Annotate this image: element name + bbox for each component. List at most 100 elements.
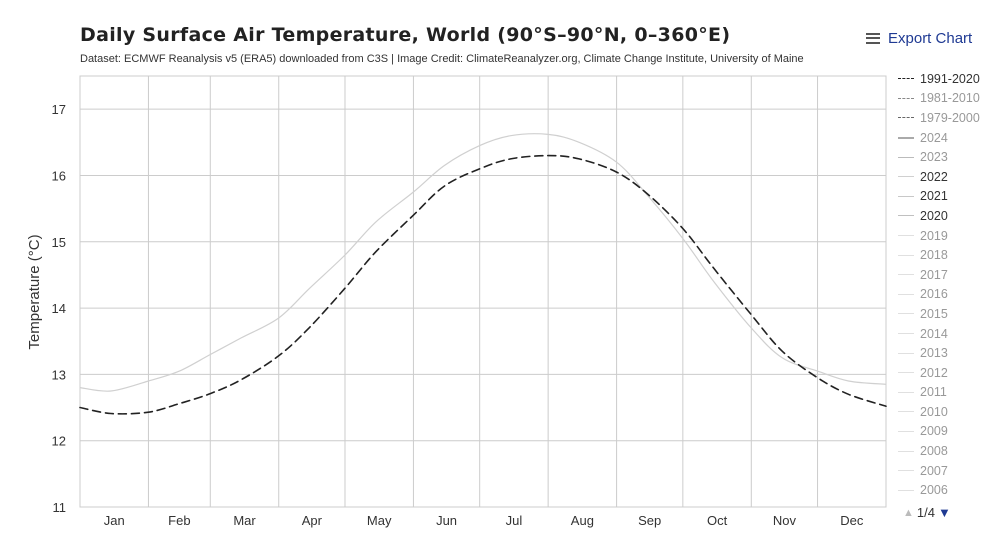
triangle-down-icon[interactable]: ▼ xyxy=(937,505,951,520)
x-tick-label: Nov xyxy=(773,513,797,528)
legend-item-2006[interactable]: 2006 xyxy=(898,480,998,500)
legend-swatch xyxy=(898,195,914,197)
x-tick-label: Jul xyxy=(506,513,523,528)
legend-item-1991-2020[interactable]: 1991-2020 xyxy=(898,69,998,89)
legend-label: 1981-2010 xyxy=(920,91,980,106)
y-tick-label: 13 xyxy=(52,367,66,382)
legend-label: 2010 xyxy=(920,404,948,419)
x-tick-label: Jun xyxy=(436,513,457,528)
legend-swatch xyxy=(898,274,914,276)
legend-swatch xyxy=(898,117,914,119)
legend-swatch xyxy=(898,136,914,139)
legend-item-2017[interactable]: 2017 xyxy=(898,265,998,285)
legend-item-2008[interactable]: 2008 xyxy=(898,441,998,461)
legend-label: 2024 xyxy=(920,130,948,145)
legend-label: 2009 xyxy=(920,424,948,439)
legend-item-2020[interactable]: 2020 xyxy=(898,206,998,226)
legend-swatch xyxy=(898,352,914,354)
x-tick-label: Jan xyxy=(104,513,125,528)
legend-swatch xyxy=(898,391,914,393)
legend-swatch xyxy=(898,450,914,452)
legend-label: 2014 xyxy=(920,326,948,341)
pager-text: 1/4 xyxy=(916,505,935,520)
legend-item-2021[interactable]: 2021 xyxy=(898,187,998,207)
x-tick-label: Mar xyxy=(233,513,256,528)
legend-label: 2019 xyxy=(920,228,948,243)
legend-item-2011[interactable]: 2011 xyxy=(898,383,998,403)
legend-item-2015[interactable]: 2015 xyxy=(898,304,998,324)
legend-swatch xyxy=(898,176,914,178)
legend-swatch xyxy=(898,78,914,80)
legend-label: 2008 xyxy=(920,444,948,459)
y-tick-label: 14 xyxy=(52,301,66,316)
x-tick-label: Aug xyxy=(571,513,594,528)
legend-item-2019[interactable]: 2019 xyxy=(898,226,998,246)
y-tick-label: 17 xyxy=(52,102,66,117)
export-chart-button[interactable]: Export Chart xyxy=(866,29,972,47)
legend-item-2018[interactable]: 2018 xyxy=(898,245,998,265)
legend-item-2016[interactable]: 2016 xyxy=(898,285,998,305)
legend-swatch xyxy=(898,313,914,315)
legend-item-2024[interactable]: 2024 xyxy=(898,128,998,148)
legend-label: 2012 xyxy=(920,365,948,380)
plot-border xyxy=(79,75,887,508)
legend-swatch xyxy=(898,333,914,335)
legend-swatch xyxy=(898,156,914,158)
legend-swatch xyxy=(898,215,914,217)
x-tick-label: Sep xyxy=(638,513,661,528)
grid-lines xyxy=(80,76,886,507)
legend-swatch xyxy=(898,254,914,256)
legend-label: 2015 xyxy=(920,306,948,321)
legend-label: 2017 xyxy=(920,267,948,282)
legend-swatch xyxy=(898,430,914,432)
legend-item-2012[interactable]: 2012 xyxy=(898,363,998,383)
legend-label: 2011 xyxy=(920,385,947,400)
legend-swatch xyxy=(898,293,914,295)
export-chart-label: Export Chart xyxy=(888,29,973,47)
x-tick-label: May xyxy=(367,513,392,528)
triangle-up-icon[interactable]: ▲ xyxy=(903,506,914,519)
chart-subtitle: Dataset: ECMWF Reanalysis v5 (ERA5) down… xyxy=(80,53,804,65)
legend-label: 1979-2000 xyxy=(920,110,980,125)
legend-swatch xyxy=(898,372,914,374)
legend-label: 2020 xyxy=(920,208,948,223)
x-tick-label: Oct xyxy=(707,513,728,528)
legend-label: 2006 xyxy=(920,483,948,498)
y-tick-label: 11 xyxy=(53,500,67,515)
y-axis-label: Temperature (°C) xyxy=(26,234,43,349)
chart-title: Daily Surface Air Temperature, World (90… xyxy=(80,24,731,46)
x-tick-label: Feb xyxy=(168,513,190,528)
y-tick-label: 15 xyxy=(52,235,66,250)
y-tick-label: 12 xyxy=(52,434,66,449)
x-tick-label: Dec xyxy=(840,513,864,528)
legend-pager: ▲ 1/4 ▼ xyxy=(903,505,951,520)
legend-item-2010[interactable]: 2010 xyxy=(898,402,998,422)
legend-swatch xyxy=(898,97,914,99)
legend-swatch xyxy=(898,489,914,491)
legend-item-2022[interactable]: 2022 xyxy=(898,167,998,187)
legend-item-1979-2000[interactable]: 1979-2000 xyxy=(898,108,998,128)
legend-item-1981-2010[interactable]: 1981-2010 xyxy=(898,89,998,109)
legend-item-2023[interactable]: 2023 xyxy=(898,147,998,167)
series-lines xyxy=(79,133,887,415)
legend-label: 2022 xyxy=(920,169,948,184)
series-line-2022 xyxy=(79,133,887,392)
menu-icon xyxy=(866,32,880,44)
legend-swatch xyxy=(898,411,914,413)
legend-item-2007[interactable]: 2007 xyxy=(898,461,998,481)
legend-label: 2023 xyxy=(920,150,948,165)
x-tick-labels: Jan Feb Mar Apr May Jun Jul Aug Sep Oct Nov Dec xyxy=(104,513,864,528)
legend: 1991-2020 1981-2010 1979-2000 2024 2023 2022 2… xyxy=(898,69,998,500)
legend-label: 2013 xyxy=(920,346,948,361)
y-tick-labels: 11 12 13 14 15 16 17 xyxy=(52,102,66,515)
legend-label: 2018 xyxy=(920,248,948,263)
x-tick-label: Apr xyxy=(302,513,323,528)
legend-item-2013[interactable]: 2013 xyxy=(898,343,998,363)
legend-item-2014[interactable]: 2014 xyxy=(898,324,998,344)
series-line-1991-2020 xyxy=(79,154,887,415)
legend-label: 2021 xyxy=(920,189,948,204)
legend-item-2009[interactable]: 2009 xyxy=(898,422,998,442)
legend-label: 1991-2020 xyxy=(920,71,980,86)
y-tick-label: 16 xyxy=(52,168,66,183)
